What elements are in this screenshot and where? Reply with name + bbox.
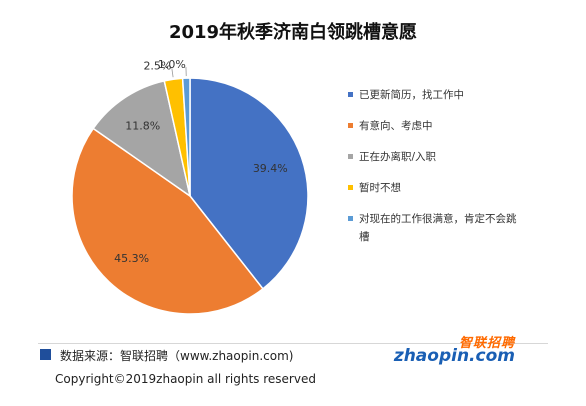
logo-text-cn: 智联招聘 — [458, 336, 515, 351]
data-label-4: 2.5% — [143, 59, 171, 72]
data-label-1: 39.4% — [253, 162, 288, 175]
legend-label-3: 正在办离职/入职 — [359, 151, 437, 163]
legend-swatch-1 — [348, 91, 353, 97]
data-label-5: 1.0% — [158, 58, 186, 71]
legend-item-3: 正在办离职/入职 — [348, 148, 436, 166]
legend-label-1: 已更新简历，找工作中 — [359, 89, 464, 101]
pie-slice-2 — [71, 127, 264, 315]
chart-title: 2019年秋季济南白领跳槽意愿 — [168, 22, 418, 43]
legend-label-2: 有意向、考虑中 — [359, 120, 433, 132]
data-label-3: 11.8% — [125, 119, 160, 132]
source-text: 数据来源：智联招聘（www.zhaopin.com) — [60, 349, 294, 363]
legend-swatch-2 — [348, 122, 353, 128]
legend-swatch-5 — [348, 215, 353, 221]
pie-slice-3 — [92, 79, 192, 198]
legend-swatch-4 — [348, 184, 353, 190]
pie-slice-5 — [181, 77, 191, 197]
legend-label-5: 对现在的工作很满意，肯定不会跳 — [359, 213, 517, 225]
logo-text-en: zhaopin.com — [393, 346, 515, 366]
copyright-text: Copyright©2019zhaopin all rights reserve… — [55, 372, 316, 386]
source-square-icon — [40, 349, 51, 360]
legend-label-4: 暂时不想 — [359, 182, 401, 194]
leader-line-4 — [171, 68, 174, 78]
data-label-2: 45.3% — [114, 252, 149, 265]
pie-slice-1 — [189, 77, 309, 290]
footer-divider — [38, 343, 548, 344]
zhaopin-logo: 智联招聘 zhaopin.com — [394, 332, 515, 368]
legend-item-2: 有意向、考虑中 — [348, 117, 433, 135]
legend-label-5: 槽 — [359, 231, 370, 243]
legend-item-4: 暂时不想 — [348, 179, 401, 197]
legend-item-5: 对现在的工作很满意，肯定不会跳槽 — [348, 210, 517, 246]
legend-item-1: 已更新简历，找工作中 — [348, 86, 464, 104]
legend-swatch-3 — [348, 153, 353, 159]
